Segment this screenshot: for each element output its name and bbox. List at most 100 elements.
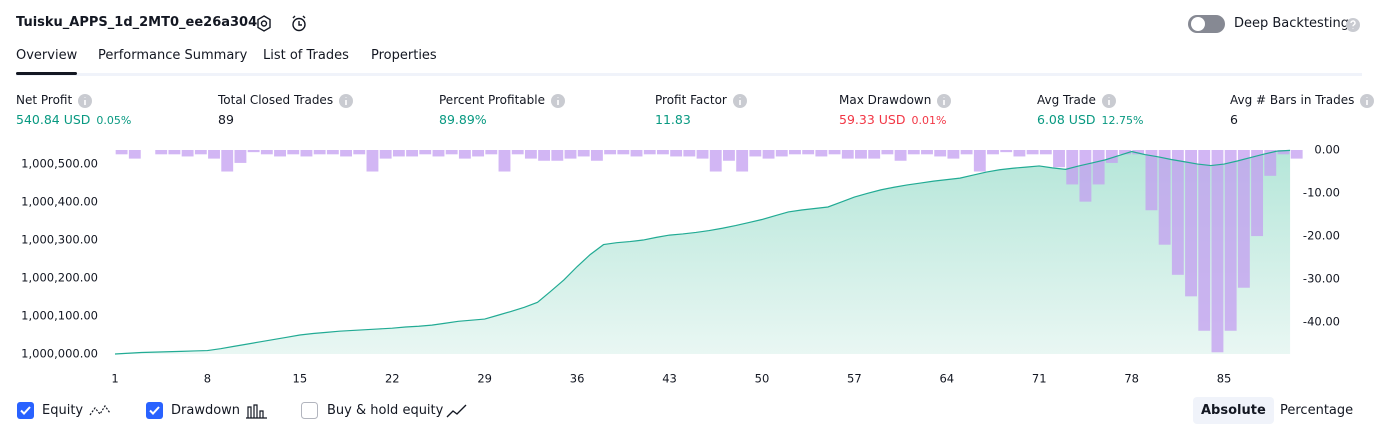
metric-value: 89.89% [439,112,487,127]
drawdown-bar [313,150,326,155]
drawdown-bar [894,150,907,161]
drawdown-bar [221,150,234,172]
legend-icon [246,404,267,419]
drawdown-bar [670,150,683,157]
metric-number: 540.84 USD [16,112,91,127]
drawdown-bar [815,150,828,157]
tab[interactable]: List of Trades [263,48,349,63]
legend-label: Buy & hold equity [327,403,444,418]
drawdown-bar [947,150,960,159]
x-tick-label: 85 [1217,372,1232,386]
drawdown-bar [485,150,498,155]
drawdown-bar [1105,150,1118,163]
tab[interactable]: Performance Summary [98,48,248,63]
drawdown-bar [326,150,339,155]
drawdown-bar [1224,150,1237,331]
drawdown-bar [1290,150,1303,159]
drawdown-bar [234,150,247,163]
drawdown-bar [1039,150,1052,155]
drawdown-bar [274,150,286,157]
tab-underline[interactable] [16,72,77,75]
drawdown-bar [181,150,194,157]
checkbox[interactable] [145,401,165,421]
metric-label: Profit Factor [655,93,727,107]
info-icon[interactable] [1101,93,1117,109]
drawdown-bar [1092,150,1105,185]
drawdown-bar [551,150,564,161]
drawdown-bar [1000,150,1013,153]
drawdown-bar [841,150,854,159]
info-icon[interactable] [732,93,748,109]
drawdown-bar [432,150,445,157]
drawdown-bar [340,150,352,157]
drawdown-bar [1119,150,1131,155]
drawdown-bar [683,150,696,157]
drawdown-bar [775,150,788,157]
drawdown-bar [511,150,524,155]
drawdown-bar [1026,150,1039,155]
x-tick-label: 64 [939,372,954,386]
x-tick-label: 8 [204,372,211,386]
info-icon[interactable] [550,93,566,109]
checkbox[interactable] [16,401,36,421]
drawdown-bar [1198,150,1211,331]
drawdown-bar [1171,150,1184,275]
drawdown-bar [287,150,300,155]
drawdown-bar [1264,150,1277,176]
y-tick-label: 1,000,400.00 [21,195,98,209]
y-tick-label: 1,000,100.00 [21,309,98,323]
view-mode-button[interactable]: Absolute [1193,397,1274,424]
y-tick-label: 1,000,500.00 [21,157,98,171]
drawdown-bar [538,150,551,161]
drawdown-bar [960,150,973,155]
y-tick-label: 1,000,200.00 [21,271,98,285]
drawdown-bar [617,150,630,155]
metric-number: 11.83 [655,112,691,127]
drawdown-bar [168,150,181,155]
checkbox[interactable] [300,401,320,421]
info-icon[interactable] [936,93,952,109]
tab-divider [16,73,1362,76]
header-icons [257,15,306,32]
strategy-title: Tuisku_APPS_1d_2MT0_ee26a304 [16,15,258,30]
tab[interactable]: Overview [16,48,78,63]
info-icon[interactable] [1359,93,1375,109]
x-tick-label: 50 [755,372,770,386]
alert-icon[interactable] [292,15,306,32]
metric-label: Percent Profitable [439,93,545,107]
drawdown-bar [630,150,643,157]
drawdown-bar [498,150,511,172]
drawdown-bar [643,150,656,155]
drawdown-bar [696,150,709,159]
help-icon[interactable] [1345,16,1363,34]
drawdown-bar [564,150,577,159]
drawdown-bar [907,150,920,155]
drawdown-bar [1277,150,1290,155]
metric-value: 6 [1230,112,1238,127]
settings-icon[interactable] [257,15,271,32]
metric-label: Max Drawdown [839,93,932,107]
y2-tick-label: -40.00 [1303,315,1340,329]
drawdown-bar [300,150,313,157]
drawdown-bar [577,150,590,157]
deep-backtesting-toggle[interactable] [1187,13,1227,35]
legend-icon [446,404,467,418]
drawdown-bar [366,150,379,172]
equity-area [115,150,1291,354]
info-icon[interactable] [77,93,93,109]
view-mode-button[interactable]: Percentage [1280,403,1354,418]
drawdown-bar [1237,150,1250,288]
tab[interactable]: Properties [371,48,437,63]
drawdown-bar [1079,150,1092,202]
metric-number: 89.89% [439,112,487,127]
drawdown-bar [419,150,432,155]
info-icon[interactable] [338,93,354,109]
x-tick-label: 29 [477,372,492,386]
drawdown-bar [868,150,881,159]
metric-label: Net Profit [16,93,73,107]
drawdown-bar [128,150,141,159]
drawdown-bar [379,150,392,159]
metric-label: Avg # Bars in Trades [1230,93,1355,107]
drawdown-bar [1185,150,1197,297]
